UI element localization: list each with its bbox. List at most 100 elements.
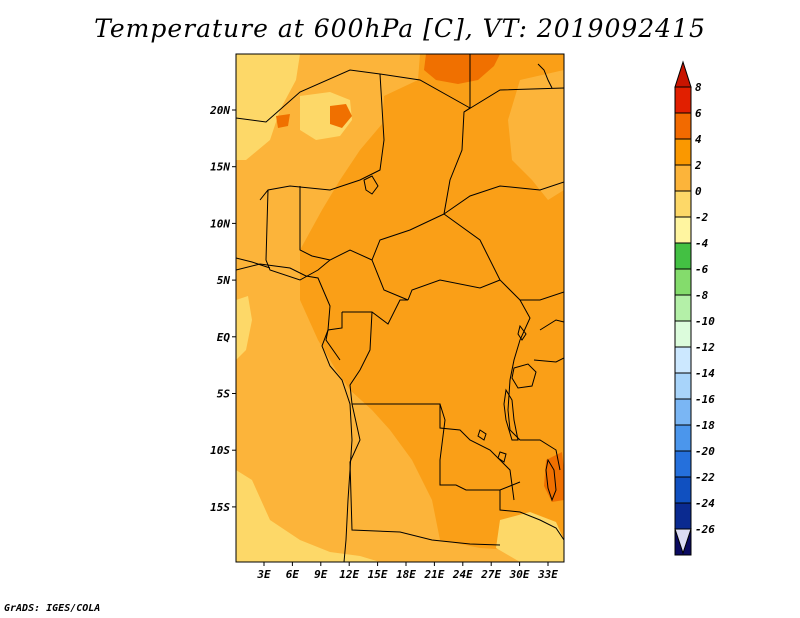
colorbar-label: -24	[695, 497, 715, 510]
lat-tick-label: 10N	[210, 217, 230, 230]
border-line	[407, 279, 501, 301]
colorbar-swatch	[674, 242, 692, 270]
map-title: Temperature at 600hPa [C], VT: 201909241…	[94, 14, 706, 43]
lake-chad	[363, 175, 379, 195]
colorbar-legend: 8 6 4 2 0 -2 -4 -6 -8 -10 -12 -14 -16 -18 -20 -22 -24 -26	[674, 60, 715, 556]
colorbar-label: -16	[695, 393, 715, 406]
border-line	[443, 213, 564, 301]
colorbar-swatch	[674, 450, 692, 478]
border-line	[439, 403, 521, 491]
border-line	[299, 186, 331, 261]
lon-tick-label: 6E	[286, 568, 300, 581]
lat-tick-label: EQ	[217, 331, 231, 344]
colorbar-label: -22	[695, 471, 715, 484]
colorbar-swatch	[674, 112, 692, 140]
border-line	[342, 299, 408, 325]
colorbar-label: -20	[695, 445, 715, 458]
lake-malawi	[545, 458, 557, 502]
field-hot-spot	[330, 104, 352, 128]
border-line	[236, 257, 271, 269]
lake-victoria	[511, 363, 537, 389]
lake-mweru	[477, 429, 487, 441]
lake-tanganyika	[503, 388, 519, 441]
colorbar-swatch	[674, 216, 692, 244]
field-hot-north	[424, 54, 500, 84]
field-pale-sahel-2	[300, 92, 352, 140]
lat-tick-label: 10S	[210, 444, 230, 457]
colorbar-swatch	[674, 268, 692, 296]
lat-tick-label: 5S	[217, 388, 231, 401]
lake-albert	[517, 324, 527, 341]
colorbar-swatch	[674, 372, 692, 400]
temperature-field	[236, 54, 564, 562]
border-line	[443, 181, 564, 215]
country-borders	[236, 54, 564, 562]
border-line	[259, 73, 385, 201]
red-sea-coast	[537, 63, 553, 89]
colorbar-label: 6	[695, 107, 702, 120]
colorbar-swatch	[674, 320, 692, 348]
colorbar-swatch	[674, 294, 692, 322]
field-pale-coast	[236, 296, 252, 360]
lon-tick-label: 3E	[256, 568, 271, 581]
colorbar-swatch	[674, 164, 692, 192]
colorbar-label: -12	[695, 341, 715, 354]
colorbar-label: -14	[695, 367, 715, 380]
colorbar-label: 2	[694, 159, 702, 172]
field-light-east	[508, 70, 564, 200]
lat-tick-label: 5N	[217, 274, 231, 287]
colorbar-label: -26	[695, 523, 715, 536]
coastline	[236, 263, 353, 562]
border-line	[499, 490, 564, 541]
lat-tick-label: 15N	[210, 161, 230, 174]
border-line	[539, 319, 564, 331]
colorbar-label: 4	[695, 133, 702, 146]
lon-tick-label: 27E	[480, 568, 501, 581]
field-light-west	[236, 54, 564, 562]
border-line	[236, 69, 471, 123]
lon-tick-label: 9E	[314, 568, 328, 581]
longitude-axis: 3E 6E 9E 12E 15E 18E 21E 24E 27E 30E 33E	[256, 562, 558, 581]
colorbar-swatch	[674, 190, 692, 218]
colorbar-swatch	[674, 346, 692, 374]
colorbar-swatch	[674, 138, 692, 166]
field-pale-south	[236, 470, 380, 562]
colorbar-swatch	[674, 398, 692, 426]
lat-tick-label: 15S	[210, 501, 230, 514]
lat-tick-label: 20N	[209, 104, 230, 117]
lon-tick-label: 30E	[509, 568, 530, 581]
grads-credit: GrADS: IGES/COLA	[4, 603, 101, 614]
colorbar-swatch	[674, 86, 692, 114]
colorbar-swatch	[674, 476, 692, 504]
colorbar-over-arrow	[674, 60, 692, 88]
colorbar-under-arrow	[674, 528, 692, 555]
colorbar-swatch	[674, 424, 692, 452]
border-line	[533, 357, 564, 363]
lon-tick-label: 12E	[339, 568, 359, 581]
border-line	[507, 299, 561, 471]
map-frame	[235, 53, 565, 563]
colorbar-label: 0	[695, 185, 702, 198]
lon-tick-label: 33E	[537, 568, 558, 581]
colorbar-swatch	[674, 502, 692, 530]
lon-tick-label: 15E	[368, 568, 388, 581]
colorbar-label: 8	[695, 81, 702, 94]
border-line	[463, 87, 564, 113]
field-pale-sahel	[236, 54, 300, 160]
border-line	[349, 403, 501, 546]
lon-tick-label: 21E	[423, 568, 444, 581]
colorbar-label: -4	[695, 237, 709, 250]
colorbar-label: -6	[695, 263, 709, 276]
lon-tick-label: 18E	[396, 568, 416, 581]
lon-tick-label: 24E	[452, 568, 473, 581]
latitude-axis: 20N 15N 10N 5N EQ 5S 10S 15S	[209, 104, 236, 514]
border-line	[265, 189, 373, 281]
colorbar-label: -8	[695, 289, 709, 302]
colorbar-label: -18	[695, 419, 715, 432]
colorbar-label: -2	[695, 211, 709, 224]
colorbar-label: -10	[695, 315, 715, 328]
lake-bangweulu	[497, 451, 507, 463]
field-hot-spot-2	[276, 114, 290, 128]
field-pale-southeast	[496, 512, 564, 562]
